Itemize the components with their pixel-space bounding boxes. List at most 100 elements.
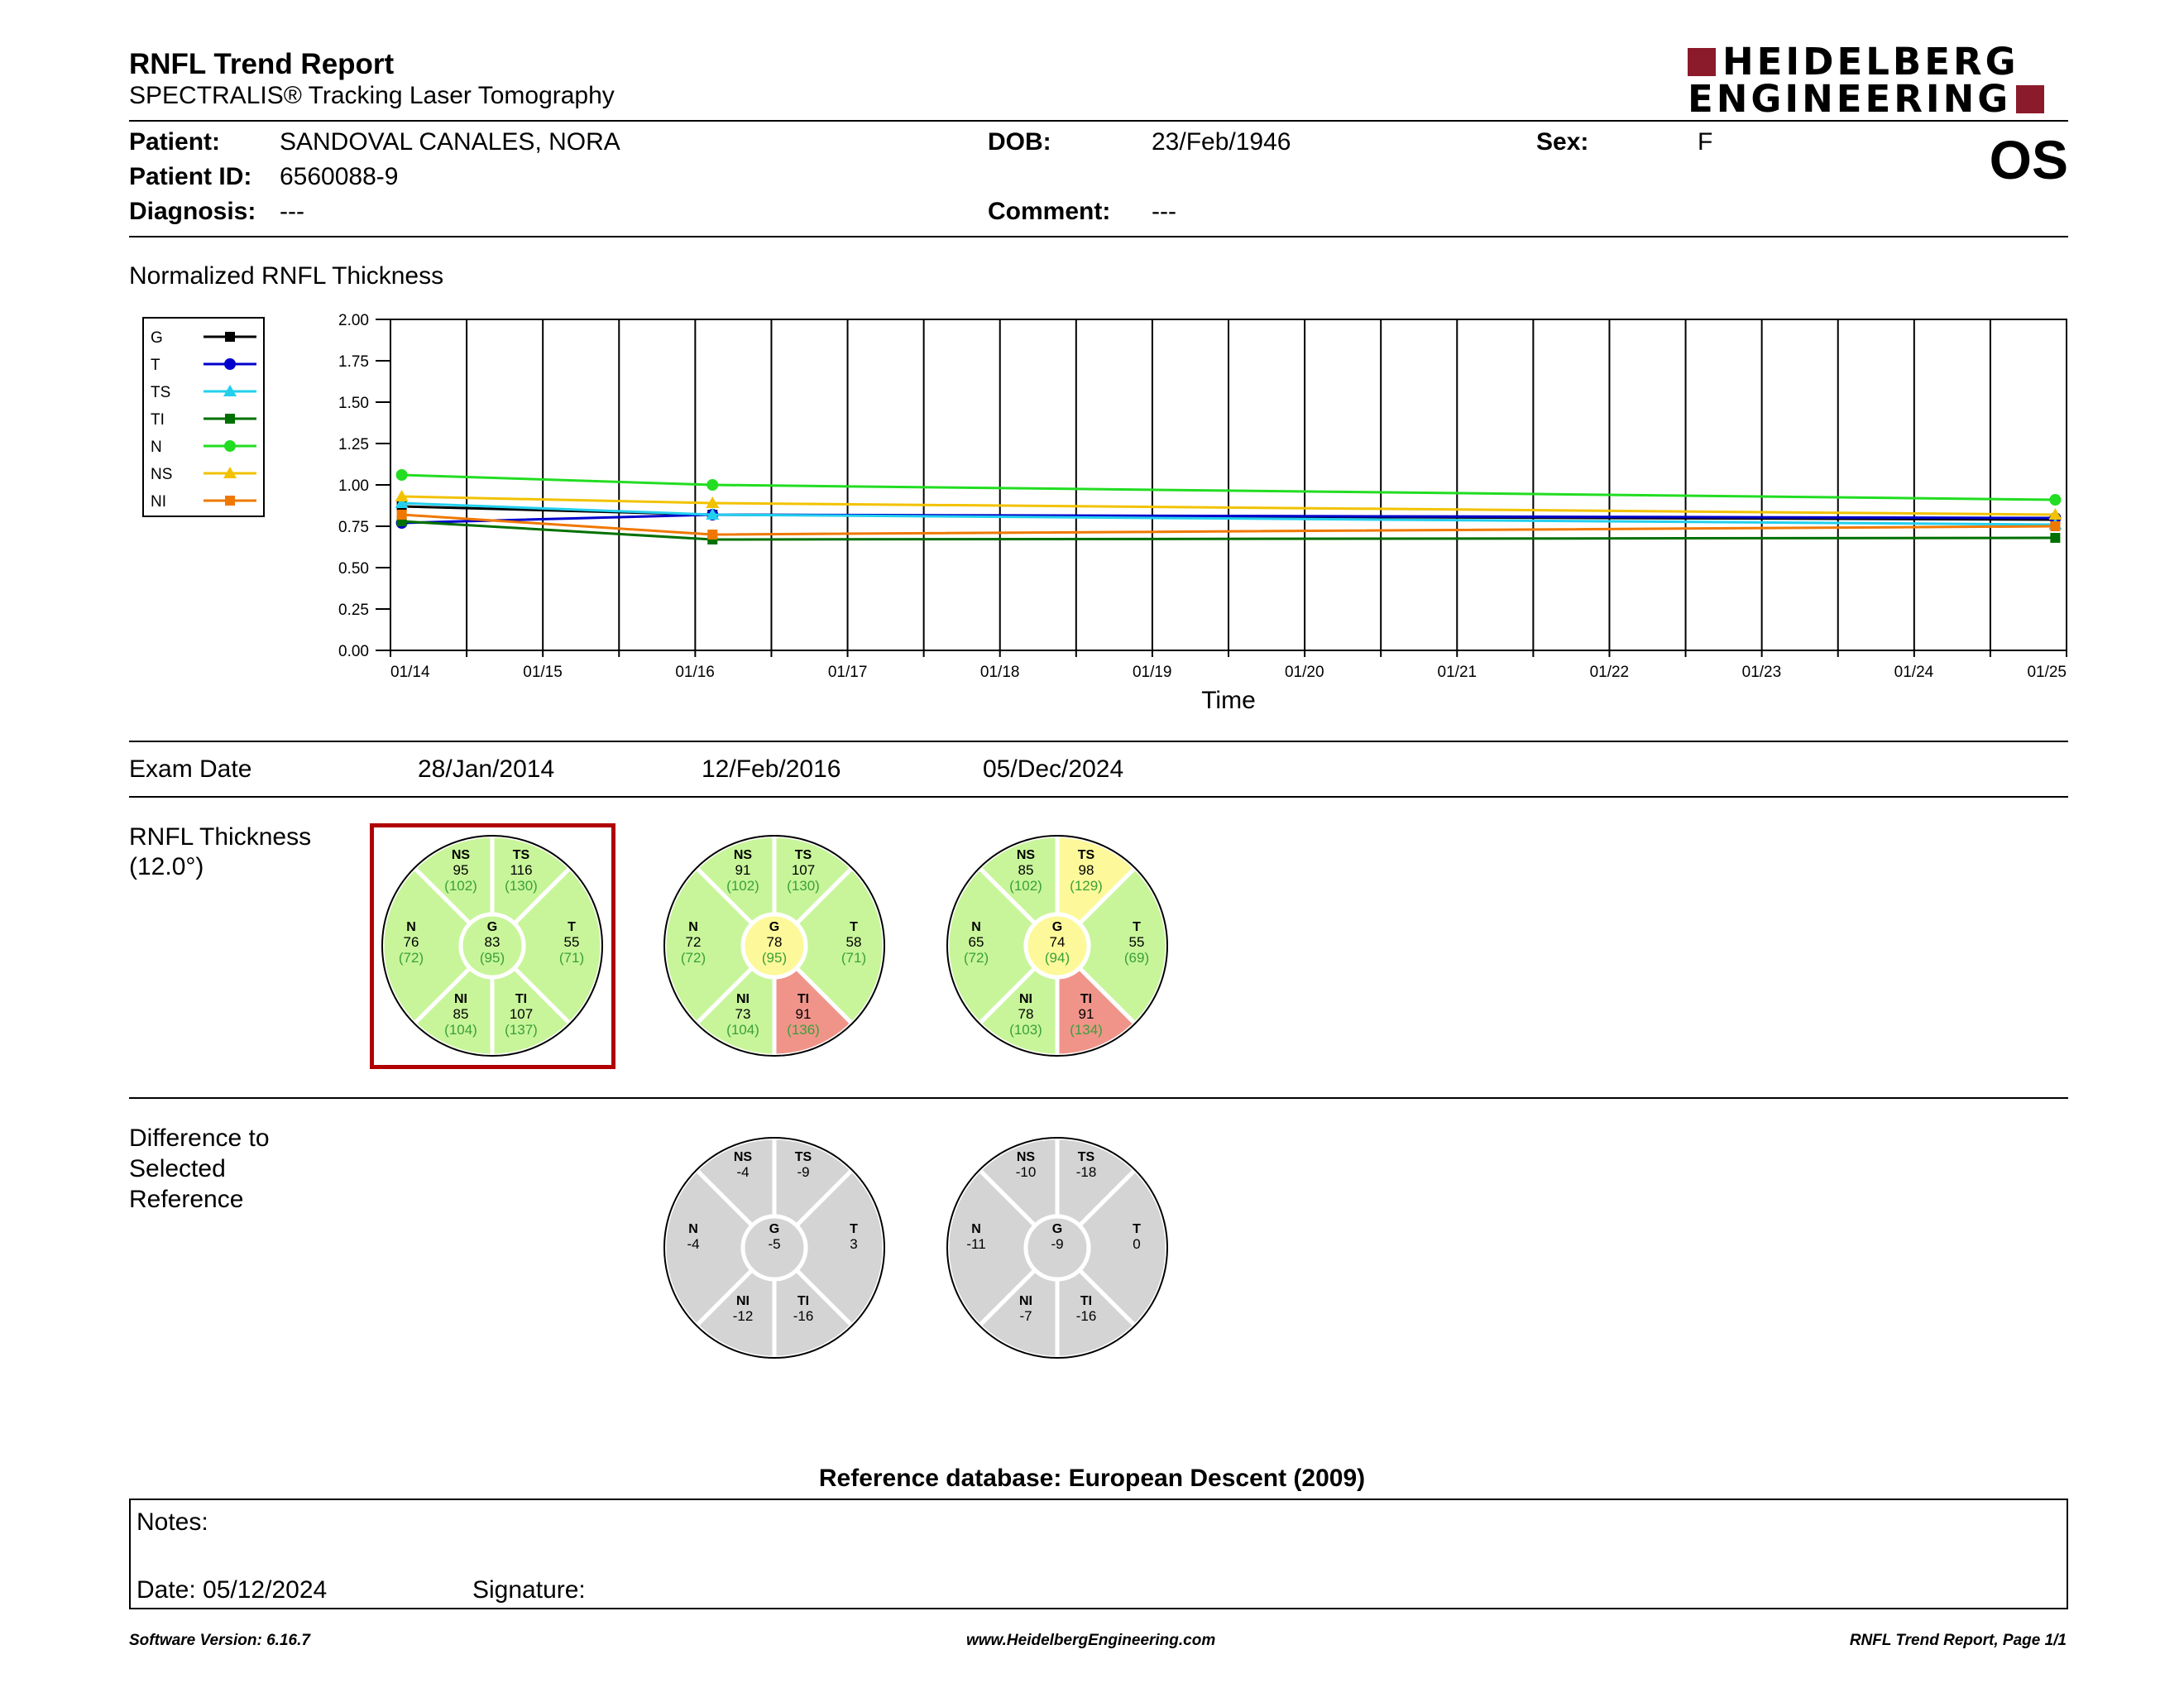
- sector-value-n: 72: [686, 934, 702, 950]
- x-tick-label: 01/18: [980, 664, 1020, 681]
- dob-label: DOB:: [988, 128, 1051, 156]
- patient-id: 6560088-9: [280, 163, 399, 190]
- x-tick-label: 01/19: [1133, 664, 1172, 681]
- sector-value-ti: -16: [793, 1308, 814, 1324]
- sector-label-t: T: [568, 920, 576, 934]
- data-point-NI: [2050, 521, 2061, 531]
- logo-square-icon: [2016, 85, 2045, 113]
- report-title: RNFL Trend Report: [129, 48, 395, 80]
- sector-value-ni: -7: [1019, 1308, 1032, 1324]
- sector-value-ts: 107: [792, 862, 815, 878]
- sector-label-n: N: [688, 920, 698, 934]
- sector-value-g: 83: [485, 934, 500, 950]
- legend-label-TS: TS: [151, 384, 170, 401]
- legend-label-TI: TI: [151, 411, 165, 429]
- y-tick-label: 0.75: [338, 519, 369, 536]
- sector-value-ns: 95: [453, 862, 469, 878]
- heidelberg-logo-line1: HEIDELBERG: [1688, 43, 2019, 80]
- divider: [129, 741, 2068, 742]
- sector-value-g: -5: [768, 1236, 780, 1252]
- sector-value-g: -9: [1051, 1236, 1063, 1252]
- exam-date-label: Exam Date: [129, 755, 252, 783]
- sector-value-n: -4: [687, 1236, 699, 1252]
- rnfl-thickness-angle: (12.0°): [129, 853, 204, 880]
- divider: [129, 236, 2068, 237]
- sector-label-t: T: [1133, 920, 1141, 934]
- circle-outline: [381, 835, 603, 1057]
- sector-ref-ni: (104): [726, 1022, 759, 1038]
- selected-reference-frame[interactable]: [370, 823, 615, 1069]
- sector-label-n: N: [406, 920, 416, 934]
- sector-label-ni: NI: [736, 992, 750, 1006]
- sector-ref-t: (69): [1124, 950, 1149, 966]
- y-tick-label: 1.00: [338, 477, 369, 495]
- x-tick-label: 01/21: [1438, 664, 1478, 681]
- sector-label-ts: TS: [795, 1150, 812, 1164]
- sector-label-g: G: [1052, 1222, 1062, 1236]
- sector-value-g: 74: [1050, 934, 1066, 950]
- report-subtitle: SPECTRALIS® Tracking Laser Tomography: [129, 82, 615, 109]
- sector-value-t: 3: [850, 1236, 857, 1252]
- x-tick-label: 01/16: [675, 664, 715, 681]
- sector-label-t: T: [1133, 1222, 1141, 1236]
- sector-g: [740, 1214, 808, 1282]
- data-point-N: [2049, 494, 2062, 506]
- exam-date-1: 28/Jan/2014: [418, 755, 555, 783]
- software-version: Software Version: 6.16.7: [129, 1632, 310, 1649]
- comment-value: ---: [1152, 198, 1176, 225]
- sector-label-ns: NS: [734, 1150, 753, 1164]
- sector-label-ti: TI: [797, 992, 809, 1006]
- difference-label-line3: Reference: [129, 1186, 244, 1213]
- sector-value-ti: 91: [1079, 1006, 1094, 1022]
- website-link[interactable]: www.HeidelbergEngineering.com: [966, 1632, 1216, 1649]
- sector-ref-ni: (104): [444, 1022, 477, 1038]
- dob-value: 23/Feb/1946: [1152, 128, 1291, 156]
- x-tick-label: 01/22: [1590, 664, 1630, 681]
- circle-outline: [946, 835, 1168, 1057]
- legend-label-N: N: [151, 439, 162, 456]
- sector-ref-ns: (102): [726, 878, 759, 894]
- sex-label: Sex:: [1536, 128, 1589, 156]
- eye-laterality: OS: [1989, 129, 2068, 190]
- sector-label-ti: TI: [1080, 992, 1092, 1006]
- sector-ref-ts: (129): [1070, 878, 1103, 894]
- sector-label-ti: TI: [797, 1294, 809, 1308]
- sector-ref-ns: (102): [1009, 878, 1042, 894]
- y-tick-label: 1.75: [338, 353, 369, 371]
- sector-label-ts: TS: [513, 848, 530, 862]
- sector-value-n: -11: [966, 1236, 985, 1252]
- sector-value-ti: 91: [796, 1006, 812, 1022]
- sector-value-t: 58: [846, 934, 862, 950]
- sector-ref-t: (71): [559, 950, 584, 966]
- sector-label-g: G: [1052, 920, 1062, 934]
- thickness-circle-exam-2[interactable]: NS91(102)TS107(130)N72(72)G78(95)T58(71)…: [663, 834, 886, 1057]
- sector-value-ni: 85: [453, 1006, 469, 1022]
- diagnosis-value: ---: [280, 198, 304, 225]
- notes-date: Date: 05/12/2024: [136, 1576, 328, 1604]
- data-point-NI: [707, 530, 718, 539]
- notes-box[interactable]: Notes: Date: 05/12/2024 Signature:: [129, 1499, 2068, 1609]
- chart-section-title: Normalized RNFL Thickness: [129, 262, 444, 290]
- circle-outline: [663, 1137, 885, 1359]
- legend-marker-NI: [225, 496, 235, 506]
- sector-g: [1023, 912, 1091, 980]
- y-tick-label: 1.50: [338, 395, 369, 412]
- legend-marker-TS: [223, 385, 237, 396]
- x-tick-label: 01/17: [828, 664, 868, 681]
- difference-circle-exam-3: NS-10 TS-18 N-11 G-9 T0 NI-7 TI-16: [946, 1136, 1169, 1360]
- legend-marker-G: [225, 332, 235, 342]
- sector-label-t: T: [850, 1222, 858, 1236]
- sector-value-t: 55: [1129, 934, 1145, 950]
- trend-chart: 0.00 0.25 0.50 0.75 1.00 1.25 1.50 1.75 2.00 01/1…: [338, 312, 2067, 712]
- legend-marker-T: [224, 358, 236, 370]
- data-point-NS: [706, 496, 720, 508]
- sector-label-ni: NI: [454, 992, 467, 1006]
- sector-label-ns: NS: [1017, 848, 1036, 862]
- sector-value-ts: -9: [797, 1164, 809, 1180]
- sector-value-ti: 107: [510, 1006, 533, 1022]
- sector-label-ti: TI: [1080, 1294, 1092, 1308]
- reference-database: Reference database: European Descent (20…: [818, 1465, 1366, 1492]
- divider: [129, 796, 2068, 798]
